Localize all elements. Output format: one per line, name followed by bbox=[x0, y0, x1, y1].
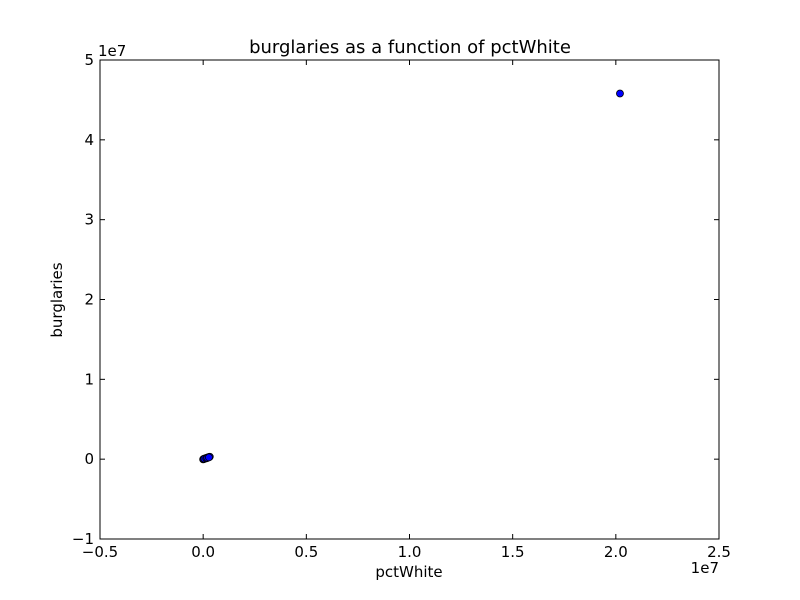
y-tick-label: 1 bbox=[84, 370, 94, 388]
y-tick-label: 2 bbox=[84, 291, 94, 309]
x-tick-label: 1.0 bbox=[398, 543, 422, 561]
axis-ticks: −0.5 0.0 0.5 1.0 1.5 2.0 2.5 −1 0 1 2 3 4 5 bbox=[72, 51, 731, 561]
y-tick-label: −1 bbox=[72, 530, 94, 548]
plot-area bbox=[199, 89, 624, 464]
y-tick-label: 3 bbox=[84, 211, 94, 229]
x-tick-label: 0.5 bbox=[294, 543, 318, 561]
x-tick-label: 0.0 bbox=[191, 543, 215, 561]
y-tick-label: 0 bbox=[84, 450, 94, 468]
x-tick-label: −0.5 bbox=[82, 543, 118, 561]
x-tick-label: 2.5 bbox=[707, 543, 731, 561]
data-point bbox=[205, 453, 213, 462]
x-tick-label: 2.0 bbox=[604, 543, 628, 561]
y-tick-label: 5 bbox=[84, 51, 94, 69]
x-axis-label: pctWhite bbox=[375, 563, 442, 581]
y-axis-label: burglaries bbox=[48, 262, 66, 337]
y-offset-label: 1e7 bbox=[98, 42, 126, 60]
data-point bbox=[616, 89, 624, 98]
plot-frame bbox=[99, 59, 720, 540]
x-offset-label: 1e7 bbox=[691, 559, 719, 577]
y-tick-label: 4 bbox=[84, 131, 94, 149]
chart-title: burglaries as a function of pctWhite bbox=[249, 37, 571, 58]
x-tick-label: 1.5 bbox=[501, 543, 525, 561]
